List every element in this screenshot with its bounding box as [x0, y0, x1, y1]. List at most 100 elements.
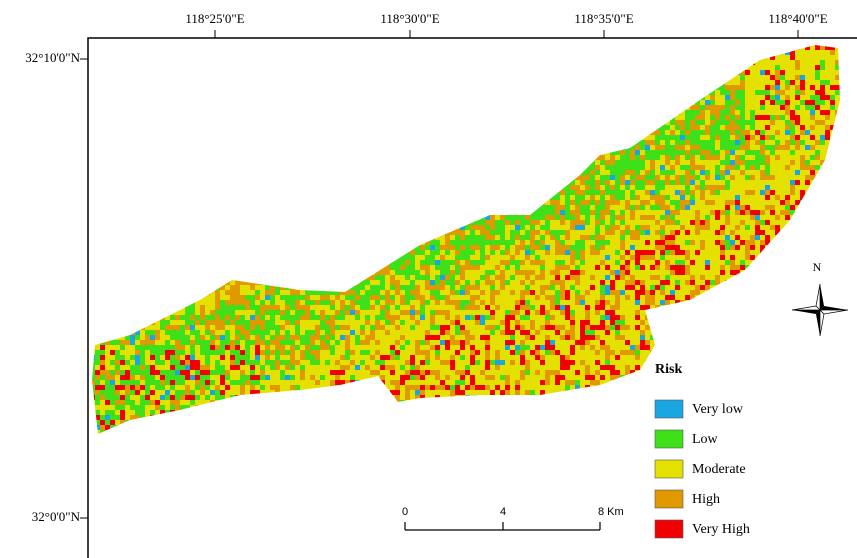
raster-cell — [270, 365, 275, 370]
raster-cell — [350, 200, 355, 205]
raster-cell — [325, 235, 330, 240]
raster-cell — [360, 135, 365, 140]
raster-cell — [165, 305, 170, 310]
raster-cell — [320, 260, 325, 265]
raster-cell — [205, 370, 210, 375]
raster-cell — [185, 325, 190, 330]
raster-cell — [215, 425, 220, 430]
raster-cell — [265, 390, 270, 395]
raster-cell — [105, 405, 110, 410]
raster-cell — [95, 245, 100, 250]
raster-cell — [300, 100, 305, 105]
raster-cell — [140, 130, 145, 135]
raster-cell — [220, 75, 225, 80]
raster-cell — [215, 135, 220, 140]
raster-cell — [205, 145, 210, 150]
raster-cell — [145, 265, 150, 270]
raster-cell — [205, 55, 210, 60]
raster-cell — [265, 210, 270, 215]
raster-cell — [120, 375, 125, 380]
raster-cell — [255, 150, 260, 155]
raster-cell — [280, 300, 285, 305]
raster-cell — [365, 205, 370, 210]
raster-cell — [205, 375, 210, 380]
raster-cell — [170, 385, 175, 390]
raster-cell — [140, 210, 145, 215]
raster-cell — [130, 85, 135, 90]
raster-cell — [110, 380, 115, 385]
raster-cell — [170, 235, 175, 240]
raster-cell — [175, 140, 180, 145]
raster-cell — [135, 270, 140, 275]
raster-cell — [150, 430, 155, 435]
raster-cell — [145, 410, 150, 415]
raster-cell — [320, 315, 325, 320]
raster-cell — [315, 290, 320, 295]
raster-cell — [285, 225, 290, 230]
raster-cell — [275, 335, 280, 340]
raster-cell — [115, 400, 120, 405]
raster-cell — [115, 240, 120, 245]
raster-cell — [365, 210, 370, 215]
raster-cell — [360, 290, 365, 295]
raster-cell — [370, 415, 375, 420]
raster-cell — [320, 340, 325, 345]
raster-cell — [370, 80, 375, 85]
raster-cell — [190, 150, 195, 155]
raster-cell — [260, 290, 265, 295]
raster-cell — [280, 355, 285, 360]
raster-cell — [255, 160, 260, 165]
raster-cell — [315, 260, 320, 265]
raster-cell — [305, 380, 310, 385]
raster-cell — [150, 410, 155, 415]
raster-cell — [265, 240, 270, 245]
raster-cell — [270, 290, 275, 295]
raster-cell — [395, 415, 400, 420]
raster-cell — [220, 235, 225, 240]
raster-cell — [280, 205, 285, 210]
raster-cell — [125, 365, 130, 370]
raster-cell — [330, 380, 335, 385]
raster-cell — [100, 275, 105, 280]
raster-cell — [160, 125, 165, 130]
raster-cell — [350, 255, 355, 260]
raster-cell — [250, 170, 255, 175]
raster-cell — [95, 90, 100, 95]
raster-cell — [135, 415, 140, 420]
raster-cell — [130, 130, 135, 135]
raster-cell — [200, 415, 205, 420]
raster-cell — [370, 305, 375, 310]
raster-cell — [245, 75, 250, 80]
raster-cell — [145, 125, 150, 130]
raster-cell — [255, 425, 260, 430]
raster-cell — [375, 175, 380, 180]
raster-cell — [295, 280, 300, 285]
raster-cell — [90, 400, 95, 405]
raster-cell — [275, 285, 280, 290]
raster-cell — [270, 220, 275, 225]
raster-cell — [175, 205, 180, 210]
raster-cell — [305, 60, 310, 65]
raster-cell — [365, 165, 370, 170]
raster-cell — [205, 250, 210, 255]
raster-cell — [155, 395, 160, 400]
raster-cell — [190, 380, 195, 385]
raster-cell — [385, 160, 390, 165]
raster-cell — [370, 70, 375, 75]
raster-cell — [330, 255, 335, 260]
raster-cell — [315, 350, 320, 355]
raster-cell — [215, 380, 220, 385]
raster-cell — [385, 425, 390, 430]
raster-cell — [355, 150, 360, 155]
raster-cell — [140, 380, 145, 385]
raster-cell — [105, 95, 110, 100]
raster-cell — [210, 430, 215, 435]
raster-cell — [200, 250, 205, 255]
raster-cell — [120, 170, 125, 175]
raster-cell — [250, 275, 255, 280]
raster-cell — [285, 130, 290, 135]
raster-cell — [200, 280, 205, 285]
raster-cell — [100, 325, 105, 330]
raster-cell — [350, 230, 355, 235]
raster-cell — [95, 50, 100, 55]
